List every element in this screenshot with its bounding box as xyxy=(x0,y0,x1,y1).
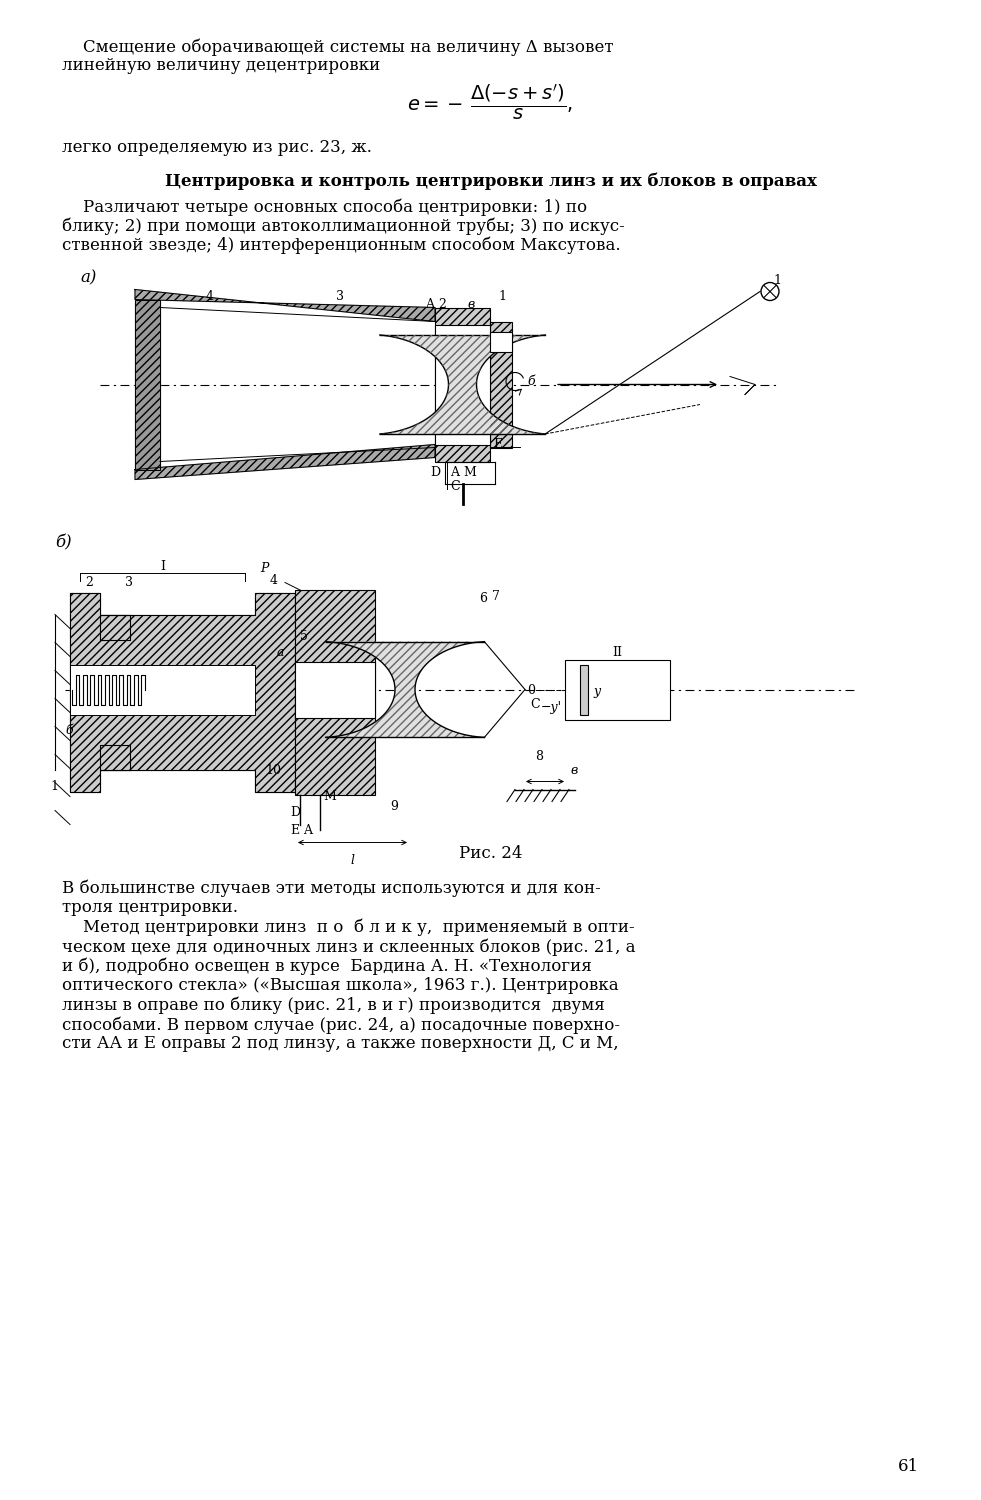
Bar xyxy=(70,664,255,714)
Text: A: A xyxy=(425,297,434,310)
Text: 4: 4 xyxy=(206,290,214,303)
Text: I: I xyxy=(160,561,165,573)
Text: Метод центрировки линз  п о  б л и к у,  применяемый в опти-: Метод центрировки линз п о б л и к у, пр… xyxy=(62,918,635,936)
Bar xyxy=(490,321,512,447)
Text: 8: 8 xyxy=(535,750,543,762)
Text: 4: 4 xyxy=(270,574,278,588)
Text: 10: 10 xyxy=(265,765,281,777)
Text: Рис. 24: Рис. 24 xyxy=(459,844,522,861)
Bar xyxy=(435,324,490,444)
Polygon shape xyxy=(135,444,435,480)
Text: l: l xyxy=(350,855,354,867)
Text: A: A xyxy=(450,466,459,480)
Bar xyxy=(490,332,512,351)
Text: II: II xyxy=(612,646,623,660)
Text: б: б xyxy=(527,375,535,388)
Text: ственной звезде; 4) интерференционным способом Максутова.: ственной звезде; 4) интерференционным сп… xyxy=(62,237,621,255)
Text: оптического стекла» («Высшая школа», 1963 г.). Центрировка: оптического стекла» («Высшая школа», 196… xyxy=(62,976,619,994)
Bar xyxy=(435,308,490,462)
Bar xyxy=(565,660,670,720)
Text: 1: 1 xyxy=(50,780,58,792)
Bar xyxy=(490,321,512,447)
Bar xyxy=(435,308,490,462)
Text: 1: 1 xyxy=(773,274,781,288)
Text: 0: 0 xyxy=(527,684,535,698)
Text: Центрировка и контроль центрировки линз и их блоков в оправах: Центрировка и контроль центрировки линз … xyxy=(165,172,816,190)
Text: 9: 9 xyxy=(390,800,398,813)
Text: E: E xyxy=(493,438,502,450)
Text: D: D xyxy=(290,807,300,819)
Text: блику; 2) при помощи автоколлимационной трубы; 3) по искус-: блику; 2) при помощи автоколлимационной … xyxy=(62,217,625,236)
Text: ческом цехе для одиночных линз и склеенных блоков (рис. 21, а: ческом цехе для одиночных линз и склеенн… xyxy=(62,938,636,956)
Polygon shape xyxy=(135,290,435,321)
Polygon shape xyxy=(135,300,160,470)
Text: и б), подробно освещен в курсе  Бардина А. Н. «Технология: и б), подробно освещен в курсе Бардина А… xyxy=(62,957,592,975)
Text: 7: 7 xyxy=(492,590,500,603)
Text: б): б) xyxy=(55,534,72,552)
Text: 2: 2 xyxy=(438,297,446,310)
Text: а: а xyxy=(277,646,284,660)
Text: легко определяемую из рис. 23, ж.: легко определяемую из рис. 23, ж. xyxy=(62,140,372,156)
Text: в: в xyxy=(467,297,474,310)
Text: троля центрировки.: троля центрировки. xyxy=(62,898,238,916)
Text: линейную величину децентрировки: линейную величину децентрировки xyxy=(62,57,381,75)
Text: сти АА и Е оправы 2 под линзу, а также поверхности Д, С и М,: сти АА и Е оправы 2 под линзу, а также п… xyxy=(62,1035,619,1053)
Text: а: а xyxy=(437,378,444,392)
Text: 3: 3 xyxy=(336,290,344,303)
Text: D: D xyxy=(430,466,440,480)
Text: 61: 61 xyxy=(898,1458,919,1474)
Text: M: M xyxy=(323,789,336,802)
Text: P: P xyxy=(260,562,269,576)
Text: y: y xyxy=(593,684,600,698)
Polygon shape xyxy=(70,592,295,792)
Polygon shape xyxy=(326,642,485,738)
Text: в: в xyxy=(570,765,577,777)
Text: M: M xyxy=(463,466,476,480)
Text: C: C xyxy=(530,698,540,711)
Text: линзы в оправе по блику (рис. 21, в и г) производится  двумя: линзы в оправе по блику (рис. 21, в и г)… xyxy=(62,996,605,1014)
Polygon shape xyxy=(380,334,545,433)
Text: C: C xyxy=(450,480,460,492)
Text: E: E xyxy=(290,825,299,837)
Bar xyxy=(295,590,375,795)
Bar xyxy=(295,662,375,717)
Text: способами. В первом случае (рис. 24, а) посадочные поверхно-: способами. В первом случае (рис. 24, а) … xyxy=(62,1016,620,1034)
Text: A: A xyxy=(303,825,312,837)
Text: б: б xyxy=(65,724,73,738)
Bar xyxy=(580,664,588,714)
Text: 3: 3 xyxy=(125,576,133,590)
Text: а): а) xyxy=(80,270,96,286)
Text: 1: 1 xyxy=(498,290,506,303)
Text: Различают четыре основных способа центрировки: 1) по: Различают четыре основных способа центри… xyxy=(62,198,587,216)
Text: −y': −y' xyxy=(541,702,562,714)
Bar xyxy=(295,590,375,795)
Text: $e = -\,\dfrac{\Delta(-s+s')}{s},$: $e = -\,\dfrac{\Delta(-s+s')}{s},$ xyxy=(407,82,574,123)
Text: Смещение оборачивающей системы на величину Δ вызовет: Смещение оборачивающей системы на величи… xyxy=(62,38,613,56)
Text: В большинстве случаев эти методы используются и для кон-: В большинстве случаев эти методы использ… xyxy=(62,879,600,897)
Text: 5: 5 xyxy=(300,630,308,642)
Text: 2: 2 xyxy=(85,576,93,590)
Text: 6: 6 xyxy=(480,592,488,606)
